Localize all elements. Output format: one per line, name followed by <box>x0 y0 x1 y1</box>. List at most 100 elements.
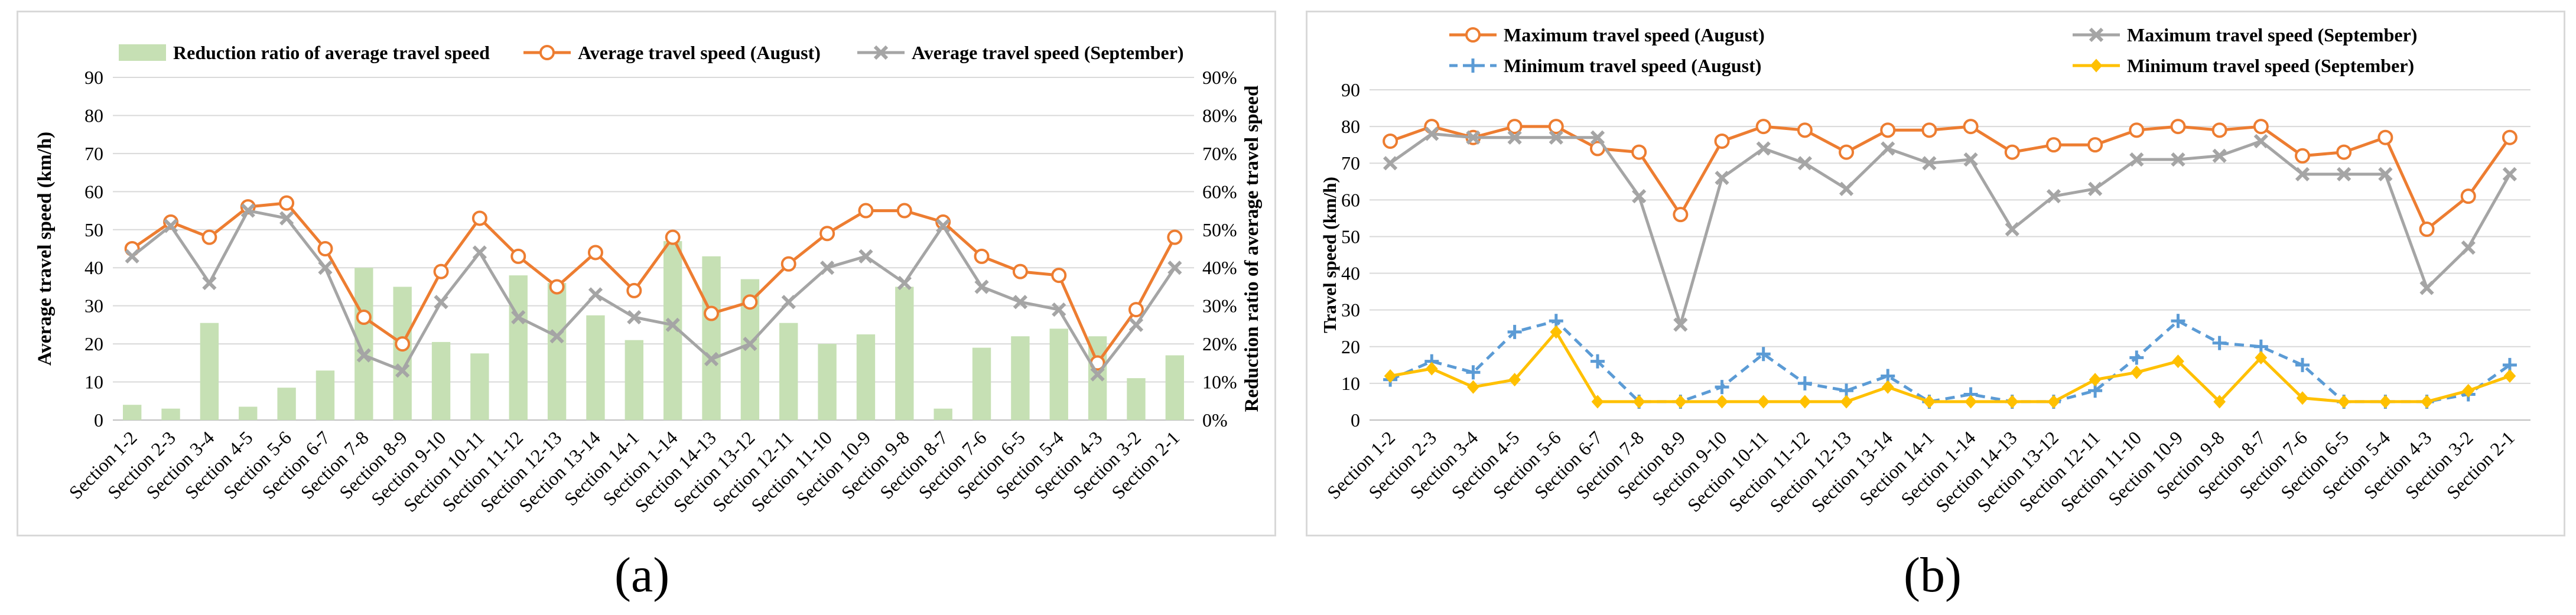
chart-b-point-3-18 <box>2130 365 2143 379</box>
chart-a-point-0-4 <box>279 195 295 211</box>
chart-a-legend-marker-0 <box>539 45 555 60</box>
chart-a-point-1-4 <box>279 211 294 226</box>
chart-a-point-0-5 <box>317 241 333 256</box>
chart-b-point-1-8 <box>1715 170 1729 186</box>
chart-b-point-0-23 <box>2336 144 2352 160</box>
chart-b-point-3-11 <box>1840 395 1853 409</box>
chart-a-point-0-10 <box>510 248 526 264</box>
chart-b-legend-marker-1 <box>2089 27 2104 43</box>
chart-b-point-1-6 <box>1632 189 1647 204</box>
chart-a-point-1-6 <box>356 348 371 363</box>
chart-a-y2tick-2: 20% <box>1202 333 1237 354</box>
chart-b-point-0-14 <box>1963 119 1979 135</box>
chart-b-series-line-1 <box>1389 132 2512 326</box>
chart-b-point-0-7 <box>1673 207 1689 223</box>
chart-b-point-0-6 <box>1631 144 1647 160</box>
chart-b-point-0-17 <box>2087 137 2103 153</box>
chart-a-point-1-9 <box>472 245 487 260</box>
chart-b-point-0-13 <box>1921 122 1937 138</box>
chart-b-point-2-2 <box>1466 365 1481 380</box>
chart-a-point-0-24 <box>1051 268 1067 284</box>
chart-a-bar-27 <box>1165 355 1185 420</box>
chart-a-point-0-20 <box>896 203 912 219</box>
chart-a-point-1-24 <box>1052 302 1066 317</box>
chart-b-point-1-16 <box>2046 189 2061 204</box>
chart-b-point-2-3 <box>1507 324 1522 339</box>
chart-a-legend-label-0: Average travel speed (August) <box>578 42 821 63</box>
chart-b-ytick-7: 70 <box>1341 152 1360 174</box>
chart-a-legend-label-1: Average travel speed (September) <box>912 42 1184 63</box>
chart-a-point-0-11 <box>549 279 565 295</box>
chart-panel-b: 0 10 20 30 40 50 60 70 80 90 Section 1-2 Section 2-… <box>1306 11 2565 536</box>
chart-b-legend-label-1: Maximum travel speed (September) <box>2127 24 2417 45</box>
chart-b-point-0-12 <box>1880 122 1896 138</box>
chart-a-point-0-12 <box>587 245 603 261</box>
chart-a-bar-26 <box>1127 378 1146 420</box>
chart-b-point-3-14 <box>1964 395 1977 409</box>
chart-a-bar-2 <box>200 323 219 420</box>
chart-b-legend-label-0: Maximum travel speed (August) <box>1504 24 1765 45</box>
chart-a-point-1-10 <box>511 310 526 325</box>
chart-b-legend-label-2: Minimum travel speed (August) <box>1504 55 1761 76</box>
chart-b-point-2-9 <box>1756 347 1771 362</box>
chart-a-bar-8 <box>431 341 451 420</box>
chart-a-series-line-0 <box>131 201 1176 365</box>
chart-a-point-0-14 <box>665 229 681 245</box>
chart-a-y2tick-6: 60% <box>1202 181 1237 202</box>
chart-b-point-1-5 <box>1590 130 1605 145</box>
chart-a-point-1-2 <box>202 275 217 291</box>
chart-b-point-1-21 <box>2253 134 2268 149</box>
chart-a-point-1-27 <box>1167 261 1182 275</box>
chart-b-point-0-21 <box>2253 119 2269 135</box>
chart-a-y2tick-1: 10% <box>1202 372 1237 393</box>
chart-a-point-1-15 <box>704 352 719 367</box>
chart-b-point-3-22 <box>2296 391 2309 405</box>
chart-a-ylabel: Average travel speed (km/h) <box>34 132 56 366</box>
chart-b-point-2-19 <box>2171 314 2185 328</box>
chart-b-point-0-26 <box>2460 188 2476 204</box>
chart-b-point-3-27 <box>2503 369 2516 383</box>
chart-b-point-1-1 <box>1424 126 1439 141</box>
chart-a-legend-marker-1 <box>873 45 889 60</box>
chart-b-point-2-5 <box>1590 354 1605 369</box>
chart-b-point-3-13 <box>1923 395 1936 409</box>
chart-a-point-0-15 <box>704 305 720 321</box>
chart-b-point-3-12 <box>1881 380 1894 394</box>
chart-b-point-1-10 <box>1797 156 1812 171</box>
chart-b-point-1-22 <box>2295 167 2310 181</box>
chart-a-y2tick-3: 30% <box>1202 295 1237 317</box>
chart-a-ytick-0: 0 <box>94 409 103 431</box>
chart-b-point-3-25 <box>2421 395 2433 409</box>
chart-a-point-0-6 <box>356 310 372 325</box>
chart-b-ytick-4: 40 <box>1341 263 1360 284</box>
chart-a-point-1-7 <box>395 363 410 378</box>
chart-b-point-3-6 <box>1632 395 1645 409</box>
chart-b-point-1-2 <box>1466 130 1481 145</box>
chart-a-point-0-18 <box>819 226 835 242</box>
chart-a-ytick-4: 40 <box>84 257 103 278</box>
chart-a-point-0-19 <box>858 203 874 219</box>
chart-a-point-1-23 <box>1013 295 1028 310</box>
chart-a-svg: 0 10 20 30 40 50 60 70 80 90 0% 10% 20% 30% 40% 50% 60% 7… <box>34 42 1263 516</box>
chart-a-point-1-3 <box>240 203 255 218</box>
chart-a-point-0-26 <box>1128 302 1144 318</box>
chart-a-point-1-20 <box>897 275 912 291</box>
chart-b-point-0-8 <box>1714 133 1730 149</box>
chart-a-point-1-22 <box>974 279 989 294</box>
chart-a-bar-21 <box>934 408 952 420</box>
chart-b-point-3-24 <box>2379 395 2392 409</box>
chart-b-point-0-24 <box>2377 129 2393 145</box>
chart-a-point-1-13 <box>627 310 642 325</box>
chart-b-legend-marker-0 <box>1465 27 1481 43</box>
chart-b-point-3-9 <box>1757 395 1770 409</box>
chart-b-point-1-17 <box>2088 181 2103 196</box>
chart-a-point-1-14 <box>665 317 680 333</box>
chart-a-series-line-1 <box>131 209 1176 376</box>
chart-a-point-1-11 <box>549 329 564 344</box>
chart-a-point-1-18 <box>819 261 835 275</box>
chart-a-bar-15 <box>702 256 721 420</box>
chart-a-point-1-8 <box>434 295 448 310</box>
chart-a-ytick-7: 70 <box>84 143 103 164</box>
chart-a-bar-20 <box>895 287 914 420</box>
